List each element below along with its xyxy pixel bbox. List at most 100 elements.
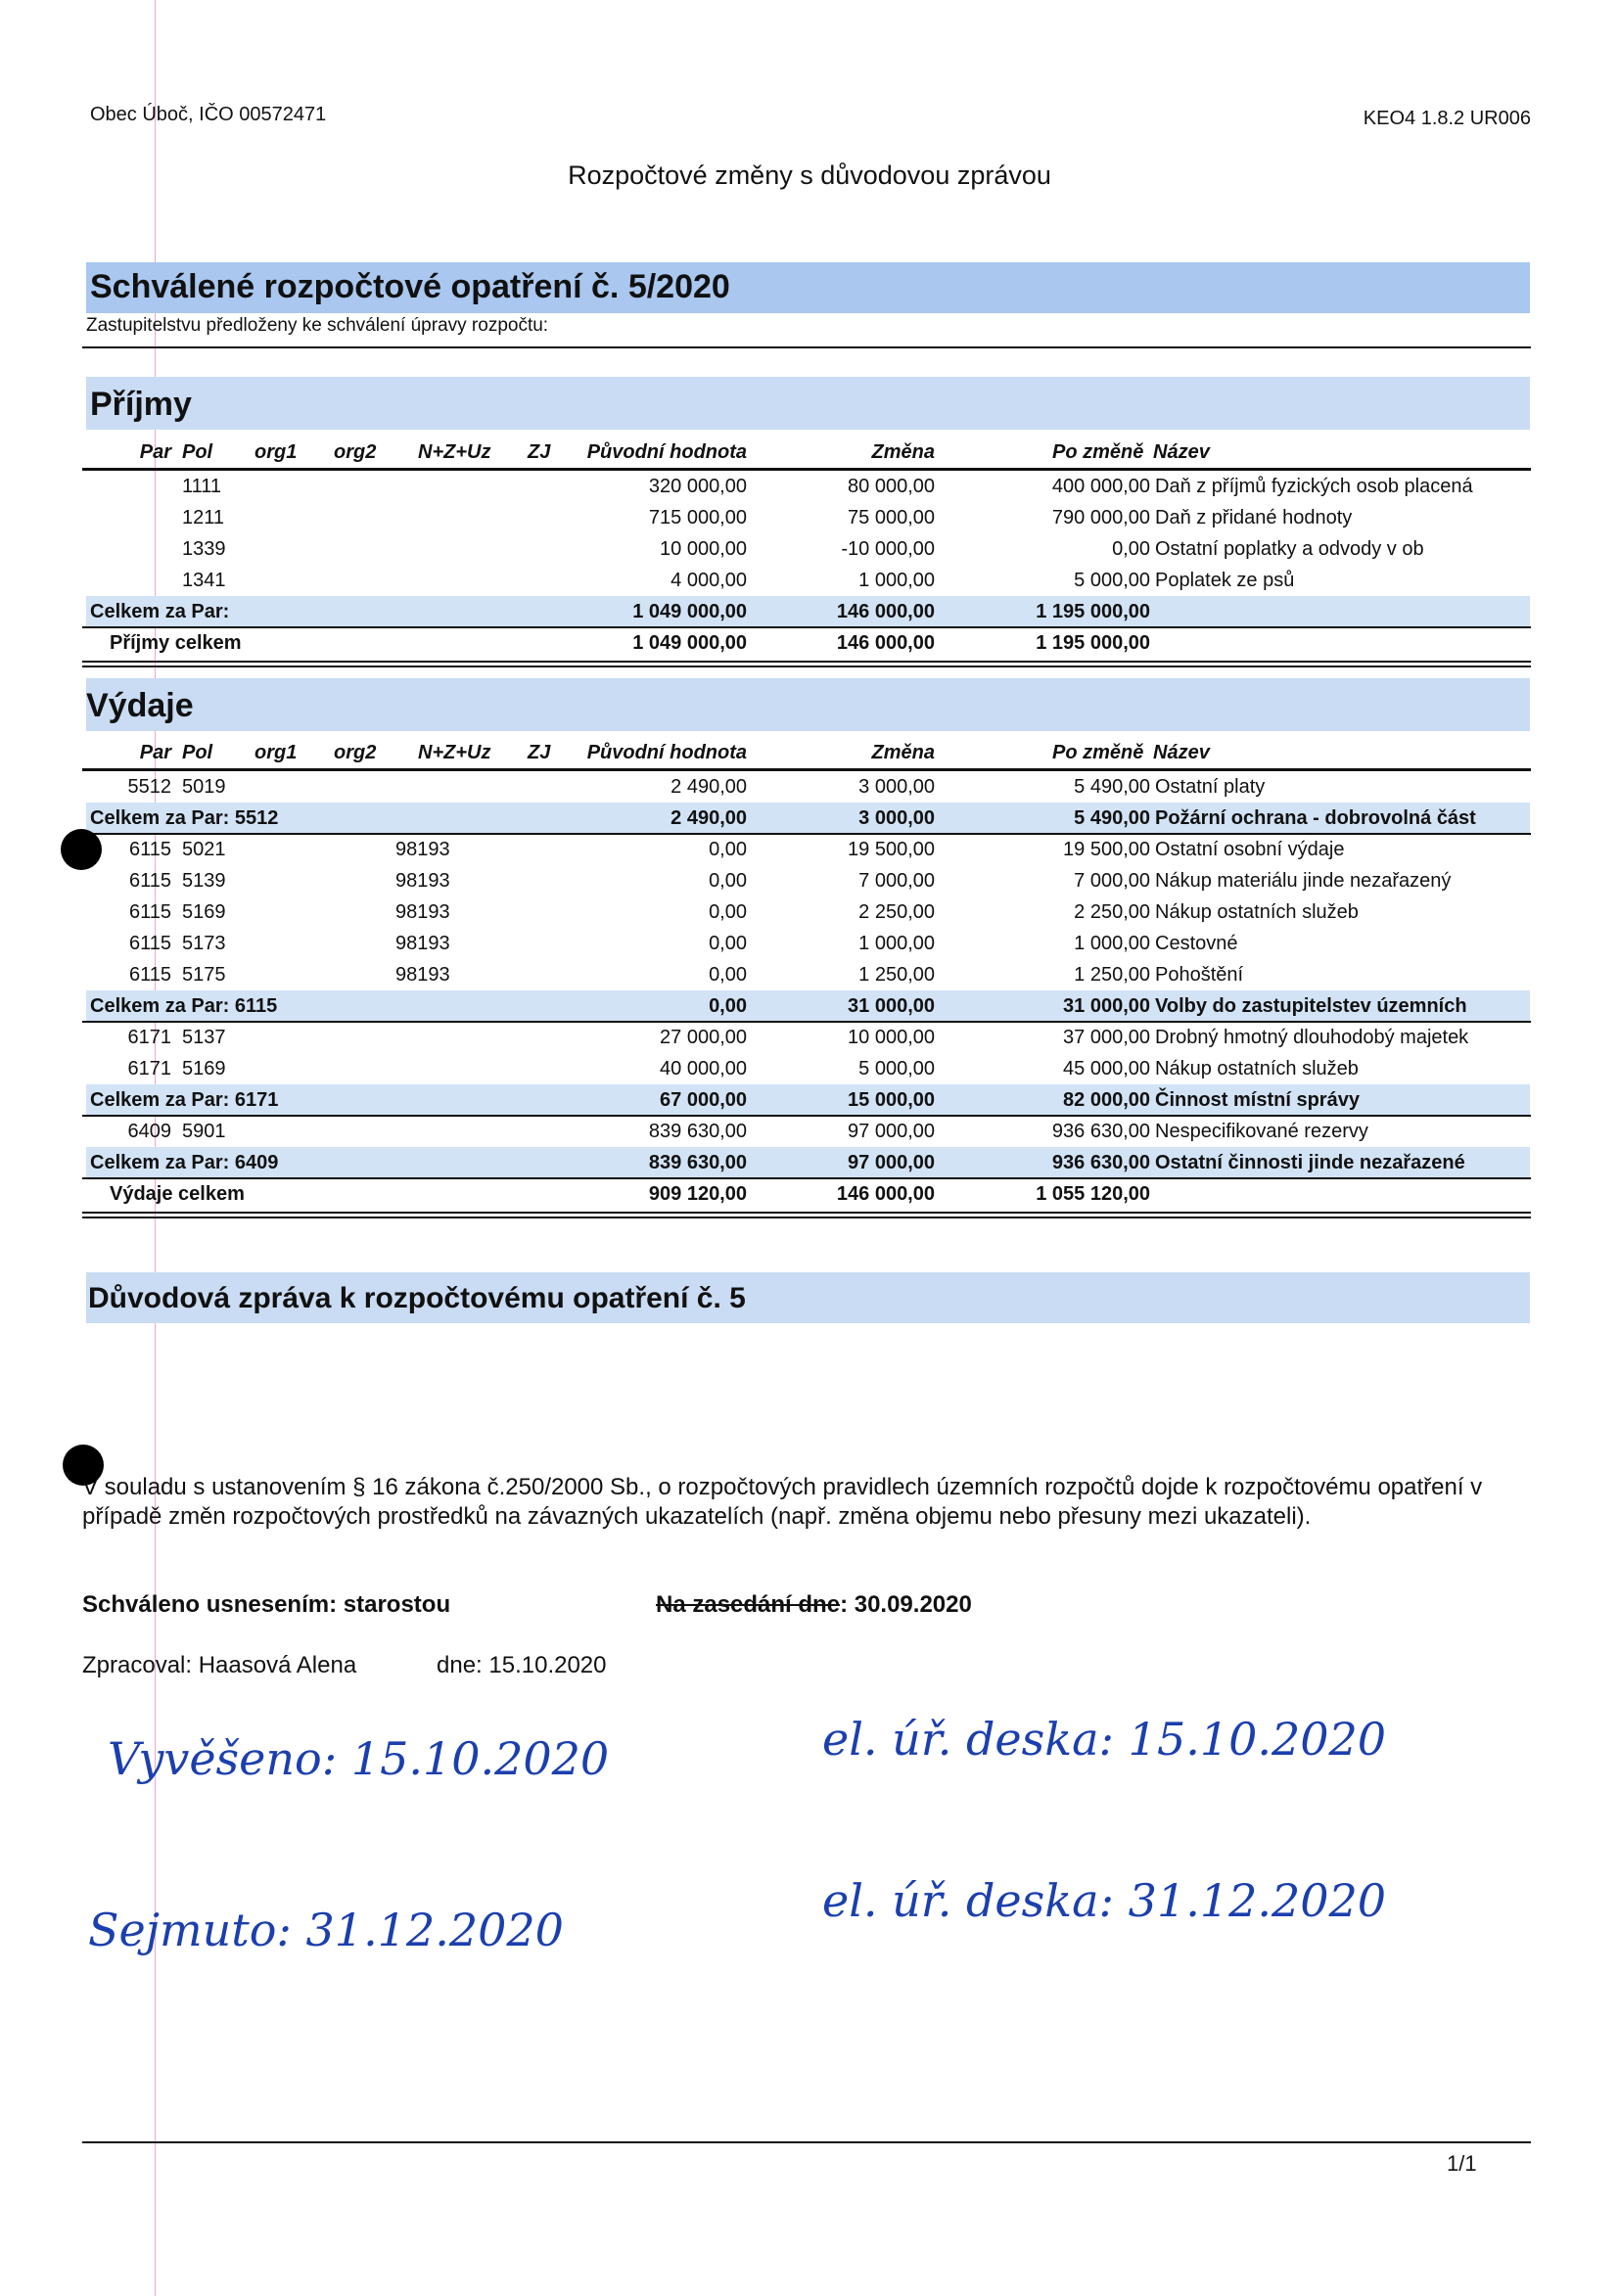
cell-label: Celkem za Par: 6115 (90, 995, 278, 1017)
column-header-after: Po změně (1052, 742, 1144, 763)
cell-pol: 5021 (182, 839, 226, 860)
row-divider (82, 626, 1531, 628)
cell-pol: 1339 (182, 538, 226, 560)
cell-par: 5512 (127, 776, 172, 798)
cell-name: Nákup materiálu jinde nezařazený (1155, 870, 1452, 892)
double-line (82, 666, 1531, 667)
cell-name: Pohoštění (1155, 964, 1244, 986)
cell-pol: 5173 (182, 933, 226, 954)
row-divider (82, 1115, 1531, 1117)
cell-after: 37 000,00 (1063, 1027, 1150, 1048)
cell-label: Celkem za Par: (90, 601, 230, 622)
cell-original: 0,00 (709, 870, 747, 892)
cell-after: 5 490,00 (1074, 807, 1150, 829)
table-row: 5512 5019 2 490,00 3 000,00 5 490,00 Ostatní … (86, 771, 1530, 803)
cell-original: 909 120,00 (648, 1183, 747, 1205)
column-header-org1: org1 (254, 441, 298, 463)
cell-org2: 98193 (395, 901, 450, 923)
cell-org2: 98193 (395, 964, 450, 986)
cell-after: 790 000,00 (1051, 507, 1150, 528)
cell-change: 2 250,00 (858, 901, 935, 923)
cell-name: Činnost místní správy (1155, 1089, 1360, 1111)
table-row: 1211 715 000,00 75 000,00 790 000,00 Daň z p… (86, 502, 1530, 533)
approved-by: Schváleno usnesením: starostou (82, 1591, 451, 1618)
cell-original: 715 000,00 (648, 507, 747, 528)
cell-change: 97 000,00 (848, 1121, 935, 1142)
version-info: KEO4 1.8.2 UR006 (1363, 108, 1531, 129)
cell-original: 839 630,00 (648, 1121, 747, 1142)
page-number: 1/1 (1447, 2151, 1477, 2176)
cell-name: Cestovné (1155, 933, 1238, 954)
total-row: Příjmy celkem 1 049 000,00 146 000,00 1 195… (86, 627, 1530, 659)
column-header-chg: Změna (871, 441, 935, 463)
cell-name: Nákup ostatních služeb (1155, 901, 1359, 923)
table-row: 6115 5169 98193 0,00 2 250,00 2 250,00 Nákup o… (86, 896, 1530, 928)
double-line (82, 1212, 1531, 1214)
cell-change: 1 000,00 (858, 570, 935, 591)
cell-after: 5 490,00 (1074, 776, 1150, 798)
cell-org2: 98193 (395, 839, 450, 860)
cell-after: 0,00 (1112, 538, 1150, 560)
column-header-nzu: N+Z+Uz (418, 742, 491, 763)
cell-name: Drobný hmotný dlouhodobý majetek (1155, 1027, 1469, 1048)
cell-after: 936 630,00 (1051, 1152, 1150, 1173)
cell-original: 0,00 (709, 995, 747, 1017)
cell-original: 0,00 (709, 933, 747, 954)
header-divider (82, 468, 1531, 471)
cell-par: 6409 (127, 1121, 172, 1142)
cell-name: Daň z příjmů fyzických osob placená (1155, 476, 1473, 497)
processed-date: dne: 15.10.2020 (437, 1652, 607, 1678)
cell-after: 936 630,00 (1051, 1121, 1150, 1142)
table-row: 6409 5901 839 630,00 97 000,00 936 630,00 Nes… (86, 1116, 1530, 1147)
handwritten-removed-board: el. úř. deska: 31.12.2020 (822, 1874, 1387, 1927)
double-line (82, 1217, 1531, 1218)
org-info: Obec Úboč, IČO 00572471 (90, 104, 327, 125)
table-row: 1339 10 000,00 -10 000,00 0,00 Ostatní popla… (86, 533, 1530, 565)
cell-change: 10 000,00 (848, 1027, 935, 1048)
cell-name: Daň z přidané hodnoty (1155, 507, 1353, 528)
footer-divider (82, 2141, 1531, 2143)
cell-change: 3 000,00 (858, 776, 935, 798)
cell-original: 67 000,00 (660, 1089, 747, 1111)
double-line (82, 661, 1531, 663)
cell-change: 146 000,00 (836, 1183, 935, 1205)
cell-name: Poplatek ze psů (1155, 570, 1295, 591)
cell-par: 6115 (128, 901, 171, 923)
column-header-name: Název (1153, 441, 1210, 463)
cell-original: 2 490,00 (671, 776, 747, 798)
cell-original: 40 000,00 (660, 1058, 747, 1079)
meeting-date-value: : 30.09.2020 (840, 1591, 972, 1618)
cell-after: 19 500,00 (1063, 839, 1150, 860)
cell-pol: 1111 (182, 476, 222, 497)
divider (82, 346, 1531, 348)
cell-after: 1 055 120,00 (1036, 1183, 1150, 1205)
column-header-chg: Změna (871, 742, 935, 763)
cell-change: 146 000,00 (836, 601, 935, 622)
column-header-org1: org1 (254, 742, 298, 763)
column-header-zj: ZJ (528, 441, 551, 463)
cell-after: 1 250,00 (1074, 964, 1150, 986)
column-header-zj: ZJ (528, 742, 551, 763)
processed-by: Zpracoval: Haasová Alena (82, 1652, 357, 1678)
cell-after: 5 000,00 (1074, 570, 1150, 591)
vydaje-banner (86, 678, 1530, 731)
cell-org2: 98193 (395, 933, 450, 954)
cell-change: 80 000,00 (848, 476, 935, 497)
prijmy-banner (86, 377, 1530, 430)
cell-name: Nespecifikované rezervy (1155, 1121, 1368, 1142)
cell-original: 1 049 000,00 (632, 632, 747, 654)
cell-pol: 5139 (182, 870, 226, 892)
cell-name: Požární ochrana - dobrovolná část (1155, 807, 1476, 829)
cell-original: 0,00 (709, 839, 747, 860)
subtotal-row: Celkem za Par: 5512 2 490,00 3 000,00 5 490… (86, 803, 1530, 834)
document-title: Rozpočtové změny s důvodovou zprávou (568, 161, 1051, 190)
cell-name: Ostatní osobní výdaje (1155, 839, 1345, 860)
cell-org2: 98193 (395, 870, 450, 892)
prijmy-title: Příjmy (90, 386, 192, 423)
column-header-after: Po změně (1052, 441, 1144, 463)
cell-par: 6115 (128, 870, 171, 892)
cell-original: 0,00 (709, 964, 747, 986)
table-header: Par Pol org1 org2 N+Z+Uz ZJ Původní hodnota Změ… (86, 738, 1530, 767)
row-divider (82, 833, 1531, 835)
